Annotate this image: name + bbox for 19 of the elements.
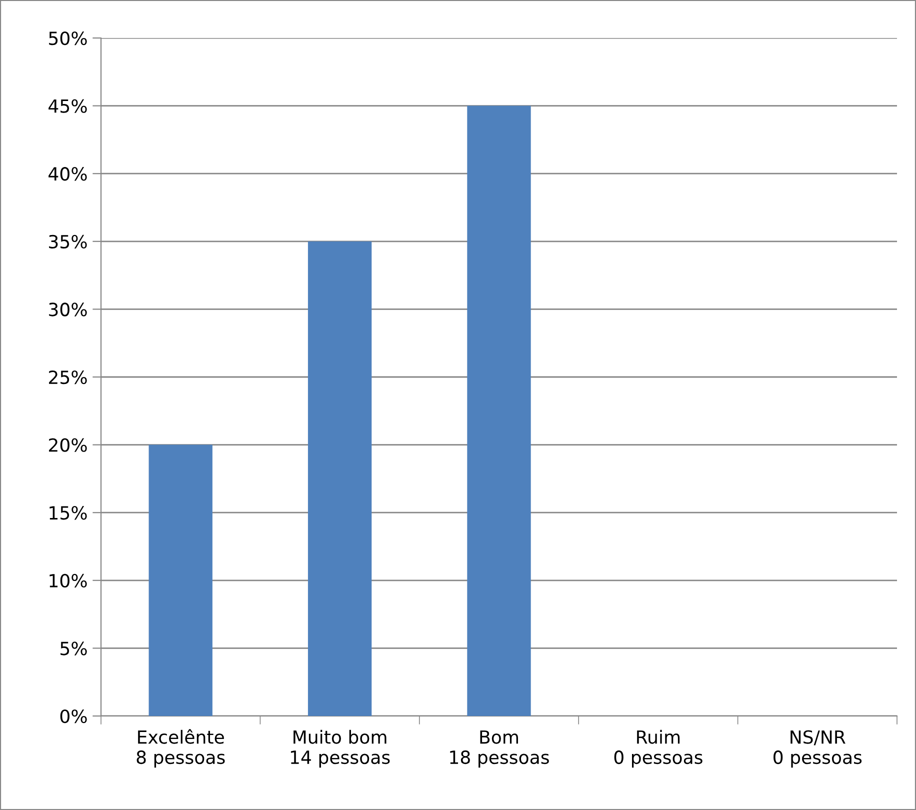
y-tick-label: 5% — [60, 642, 87, 656]
x-tick-label: Excelênte 8 pessoas — [136, 729, 225, 768]
x-tick-label: NS/NR 0 pessoas — [774, 730, 862, 768]
y-tick-label: 50% — [49, 31, 87, 46]
y-tick-label: 0% — [60, 709, 87, 724]
y-tick-label: 40% — [48, 167, 87, 181]
bar — [308, 241, 372, 716]
x-tick-label: Ruim 0 pessoas — [614, 730, 702, 768]
y-tick-label: 10% — [50, 574, 87, 588]
y-tick-label: 35% — [49, 234, 87, 249]
bar — [148, 444, 212, 716]
y-tick-label: 15% — [50, 506, 87, 520]
y-tick-label: 30% — [49, 302, 87, 316]
y-tick-label: 25% — [48, 370, 87, 384]
bar — [467, 106, 531, 716]
y-tick-label: 45% — [48, 99, 87, 113]
x-tick-label: Bom 18 pessoas — [450, 730, 549, 768]
y-tick-label: 20% — [48, 438, 87, 452]
x-tick-label: Muito bom 14 pessoas — [290, 730, 390, 768]
